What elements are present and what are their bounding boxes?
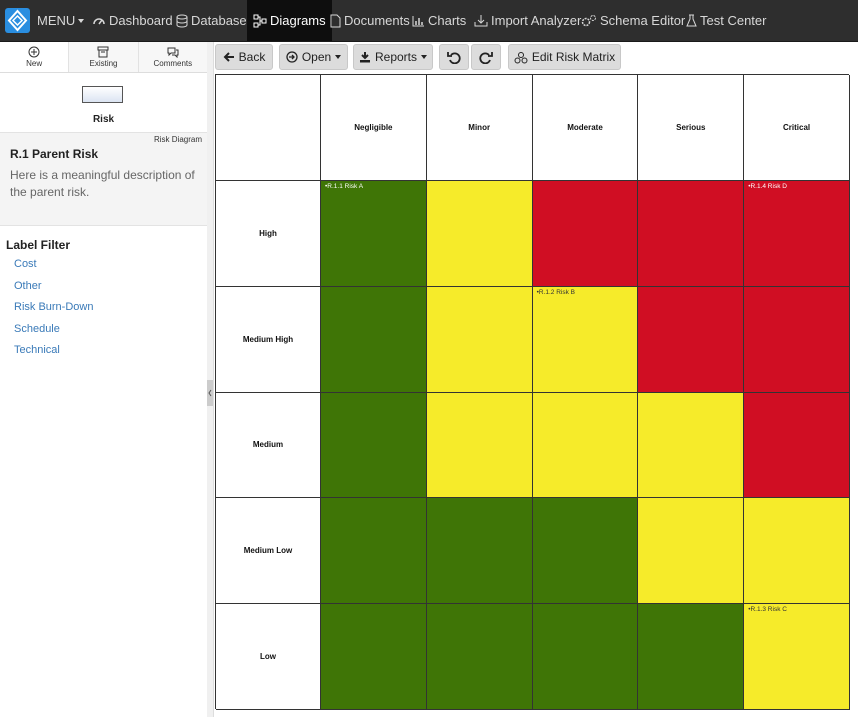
matrix-cell[interactable] <box>744 498 850 605</box>
risk-item[interactable]: R.1.4 Risk D <box>748 183 786 190</box>
risk-shape[interactable] <box>82 86 123 103</box>
matrix-cell[interactable] <box>426 604 533 710</box>
label-link[interactable]: Other <box>14 279 42 292</box>
open-button[interactable]: Open <box>279 44 348 70</box>
matrix-cell[interactable] <box>744 392 850 499</box>
sidebar-tabs: New Existing Comments <box>0 42 207 73</box>
label-link[interactable]: Cost <box>14 258 37 270</box>
selected-item: Risk Diagram R.1 Parent Risk Here is a m… <box>0 132 207 226</box>
nav-label: Database <box>191 13 247 28</box>
row-header: Medium Low <box>216 498 321 605</box>
matrix-cell[interactable] <box>638 498 745 605</box>
label-link[interactable]: Schedule <box>14 322 60 335</box>
matrix-cell[interactable] <box>321 392 427 499</box>
redo-button[interactable] <box>471 44 501 70</box>
matrix-cell[interactable] <box>638 604 745 710</box>
risk-matrix: Negligible Minor Moderate Serious Critical Hi… <box>215 74 850 710</box>
column-header: Serious <box>638 75 745 181</box>
tab-label: Existing <box>89 59 118 68</box>
back-button[interactable]: Back <box>215 44 273 70</box>
matrix-cell[interactable]: R.1.4 Risk D <box>744 181 850 287</box>
nav-item[interactable]: Database <box>176 0 247 41</box>
splitter-grip[interactable] <box>207 380 213 406</box>
matrix-cell[interactable] <box>532 604 639 710</box>
shape-label: Risk <box>92 114 115 125</box>
nav-label: Documents <box>344 13 410 28</box>
nav-label: Import Analyzer <box>491 13 582 28</box>
nav-item[interactable]: Dashboard <box>92 0 173 41</box>
nav-label: Test Center <box>700 13 767 28</box>
tab[interactable]: New <box>0 42 69 72</box>
sidebar: New Existing Comments Risk Risk Diagram … <box>0 42 208 717</box>
matrix-cell[interactable]: R.1.1 Risk A <box>321 181 427 287</box>
matrix-cell[interactable] <box>532 498 639 605</box>
risk-item[interactable]: R.1.3 Risk C <box>748 606 786 613</box>
edit-risk-matrix-button[interactable]: Edit Risk Matrix <box>508 44 621 70</box>
reports-button[interactable]: Reports <box>353 44 433 70</box>
nav-item[interactable]: Import Analyzer <box>474 0 581 41</box>
column-header: Critical <box>744 75 850 181</box>
column-header: Negligible <box>321 75 427 181</box>
selected-description: Here is a meaningful description of the … <box>10 168 195 199</box>
row-header: Medium <box>216 392 321 499</box>
matrix-cell[interactable]: R.1.3 Risk C <box>744 604 850 710</box>
diagram-type: Risk Diagram <box>153 135 202 144</box>
menu-button[interactable]: MENU <box>37 0 85 41</box>
column-header: Minor <box>426 75 533 181</box>
nav-label: Charts <box>428 13 467 28</box>
label-list: Cost Other Risk Burn-Down Schedule Techn… <box>14 256 93 364</box>
button-label: Back <box>238 50 266 64</box>
nav-item[interactable]: Diagrams <box>247 0 332 41</box>
top-nav: MENU Dashboard Database Diagrams Documen… <box>0 0 858 42</box>
matrix-cell[interactable] <box>638 286 745 393</box>
label-link[interactable]: Technical <box>14 344 60 356</box>
matrix-cell[interactable] <box>532 181 639 287</box>
nav-item[interactable]: Schema Editor <box>581 0 685 41</box>
nav-item[interactable]: Charts <box>412 0 466 41</box>
matrix-cell[interactable] <box>426 392 533 499</box>
matrix-cell[interactable] <box>638 392 745 499</box>
undo-button[interactable] <box>439 44 469 70</box>
nav-label: Diagrams <box>270 13 326 28</box>
column-header: Moderate <box>532 75 639 181</box>
nav-item[interactable]: Documents <box>330 0 410 41</box>
menu-label: MENU <box>37 13 76 28</box>
matrix-cell[interactable] <box>321 286 427 393</box>
matrix-cell[interactable] <box>532 392 639 499</box>
tab-label: New <box>26 59 43 68</box>
button-label: Open <box>301 50 332 64</box>
tab-label: Comments <box>153 59 193 68</box>
splitter[interactable] <box>207 42 214 717</box>
corner-cell <box>216 75 321 181</box>
row-header: Medium High <box>216 286 321 393</box>
matrix-cell[interactable] <box>321 498 427 605</box>
matrix-cell[interactable] <box>426 286 533 393</box>
nav-item[interactable]: Test Center <box>686 0 766 41</box>
button-label: Reports <box>374 50 418 64</box>
matrix-cell[interactable]: R.1.2 Risk B <box>532 286 639 393</box>
tab[interactable]: Existing <box>68 42 138 72</box>
logo[interactable] <box>5 8 30 33</box>
matrix-cell[interactable] <box>426 498 533 605</box>
risk-item[interactable]: R.1.1 Risk A <box>325 183 363 190</box>
selected-title: R.1 Parent Risk <box>10 147 99 161</box>
matrix-cell[interactable] <box>638 181 745 287</box>
matrix-cell[interactable] <box>426 181 533 287</box>
label-link[interactable]: Risk Burn-Down <box>14 301 94 313</box>
button-label: Edit Risk Matrix <box>531 50 616 64</box>
row-header: Low <box>216 604 321 710</box>
risk-item[interactable]: R.1.2 Risk B <box>537 289 575 296</box>
nav-label: Schema Editor <box>600 13 686 28</box>
label-filter-title: Label Filter <box>6 238 71 252</box>
tab[interactable]: Comments <box>137 42 207 72</box>
nav-label: Dashboard <box>109 13 173 28</box>
matrix-cell[interactable] <box>321 604 427 710</box>
row-header: High <box>216 181 321 287</box>
matrix-cell[interactable] <box>744 286 850 393</box>
